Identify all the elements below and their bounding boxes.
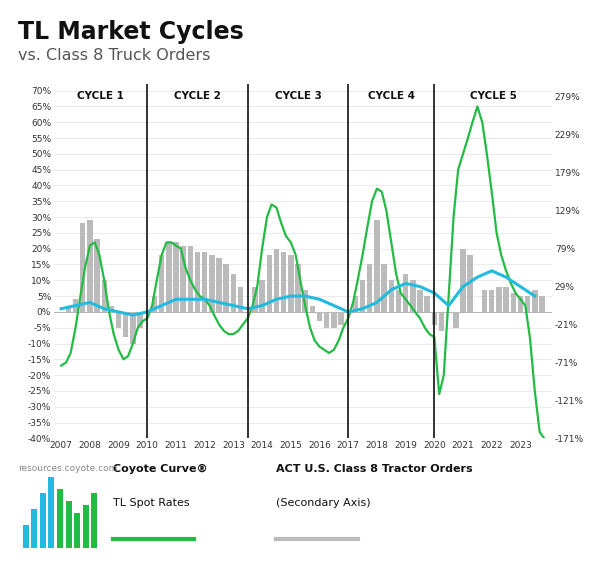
Text: (Secondary Axis): (Secondary Axis) bbox=[276, 498, 371, 508]
Bar bbox=[389, 280, 394, 312]
Bar bbox=[74, 513, 80, 549]
Text: CYCLE 2: CYCLE 2 bbox=[174, 91, 221, 101]
Bar bbox=[188, 246, 193, 312]
Text: CYCLE 3: CYCLE 3 bbox=[275, 91, 322, 101]
Text: CYCLE 1: CYCLE 1 bbox=[77, 91, 124, 101]
Bar bbox=[482, 290, 487, 312]
Bar bbox=[259, 280, 265, 312]
Bar bbox=[467, 255, 473, 312]
Bar bbox=[331, 312, 337, 328]
Bar bbox=[525, 296, 530, 312]
Bar bbox=[424, 296, 430, 312]
Bar bbox=[238, 287, 243, 312]
Bar bbox=[94, 239, 100, 312]
Bar bbox=[80, 224, 85, 312]
Bar bbox=[281, 252, 286, 312]
Bar bbox=[83, 505, 89, 549]
Bar bbox=[49, 477, 55, 549]
Text: ACT U.S. Class 8 Tractor Orders: ACT U.S. Class 8 Tractor Orders bbox=[276, 464, 473, 474]
Bar bbox=[431, 312, 437, 325]
Bar bbox=[137, 312, 143, 328]
Bar bbox=[181, 246, 186, 312]
Bar bbox=[123, 312, 128, 337]
Bar bbox=[116, 312, 121, 328]
Bar bbox=[217, 258, 222, 312]
Bar bbox=[65, 501, 71, 549]
Text: TL Market Cycles: TL Market Cycles bbox=[18, 20, 244, 44]
Bar bbox=[109, 306, 114, 312]
Bar bbox=[202, 252, 208, 312]
Bar bbox=[252, 287, 257, 312]
Bar bbox=[230, 274, 236, 312]
Bar bbox=[302, 290, 308, 312]
Text: TL Spot Rates: TL Spot Rates bbox=[113, 498, 190, 508]
Bar bbox=[130, 312, 136, 343]
Bar bbox=[101, 280, 107, 312]
Bar bbox=[266, 255, 272, 312]
Bar bbox=[223, 265, 229, 312]
Bar bbox=[159, 255, 164, 312]
Bar bbox=[511, 293, 516, 312]
Bar bbox=[403, 274, 409, 312]
Bar bbox=[410, 280, 416, 312]
Bar bbox=[87, 220, 92, 312]
Bar bbox=[518, 296, 523, 312]
Text: vs. Class 8 Truck Orders: vs. Class 8 Truck Orders bbox=[18, 48, 211, 63]
Bar bbox=[539, 296, 545, 312]
Bar bbox=[166, 242, 172, 312]
Bar bbox=[460, 249, 466, 312]
Bar bbox=[353, 296, 358, 312]
Bar bbox=[209, 255, 215, 312]
Bar bbox=[91, 493, 97, 549]
Bar bbox=[317, 312, 322, 321]
Bar bbox=[65, 306, 71, 312]
Text: CYCLE 5: CYCLE 5 bbox=[470, 91, 517, 101]
Bar bbox=[173, 242, 179, 312]
Bar bbox=[274, 249, 279, 312]
Bar bbox=[31, 509, 37, 549]
Bar bbox=[503, 287, 509, 312]
Bar bbox=[324, 312, 329, 328]
Bar bbox=[295, 265, 301, 312]
Text: resources.coyote.com: resources.coyote.com bbox=[18, 464, 118, 473]
Bar bbox=[532, 290, 538, 312]
Bar bbox=[338, 312, 344, 325]
Bar bbox=[374, 220, 380, 312]
Bar bbox=[40, 493, 46, 549]
Bar bbox=[489, 290, 494, 312]
Text: Coyote Curve®: Coyote Curve® bbox=[113, 464, 208, 474]
Text: CYCLE 4: CYCLE 4 bbox=[368, 91, 415, 101]
Bar bbox=[396, 290, 401, 312]
Bar bbox=[496, 287, 502, 312]
Bar bbox=[152, 296, 157, 312]
Bar bbox=[360, 280, 365, 312]
Bar bbox=[439, 312, 444, 331]
Bar bbox=[288, 255, 293, 312]
Bar bbox=[382, 265, 387, 312]
Bar bbox=[367, 265, 373, 312]
Bar bbox=[310, 306, 315, 312]
Bar bbox=[453, 312, 458, 328]
Bar bbox=[73, 300, 78, 312]
Bar bbox=[195, 252, 200, 312]
Bar bbox=[57, 489, 63, 549]
Bar bbox=[417, 290, 422, 312]
Bar bbox=[23, 524, 29, 549]
